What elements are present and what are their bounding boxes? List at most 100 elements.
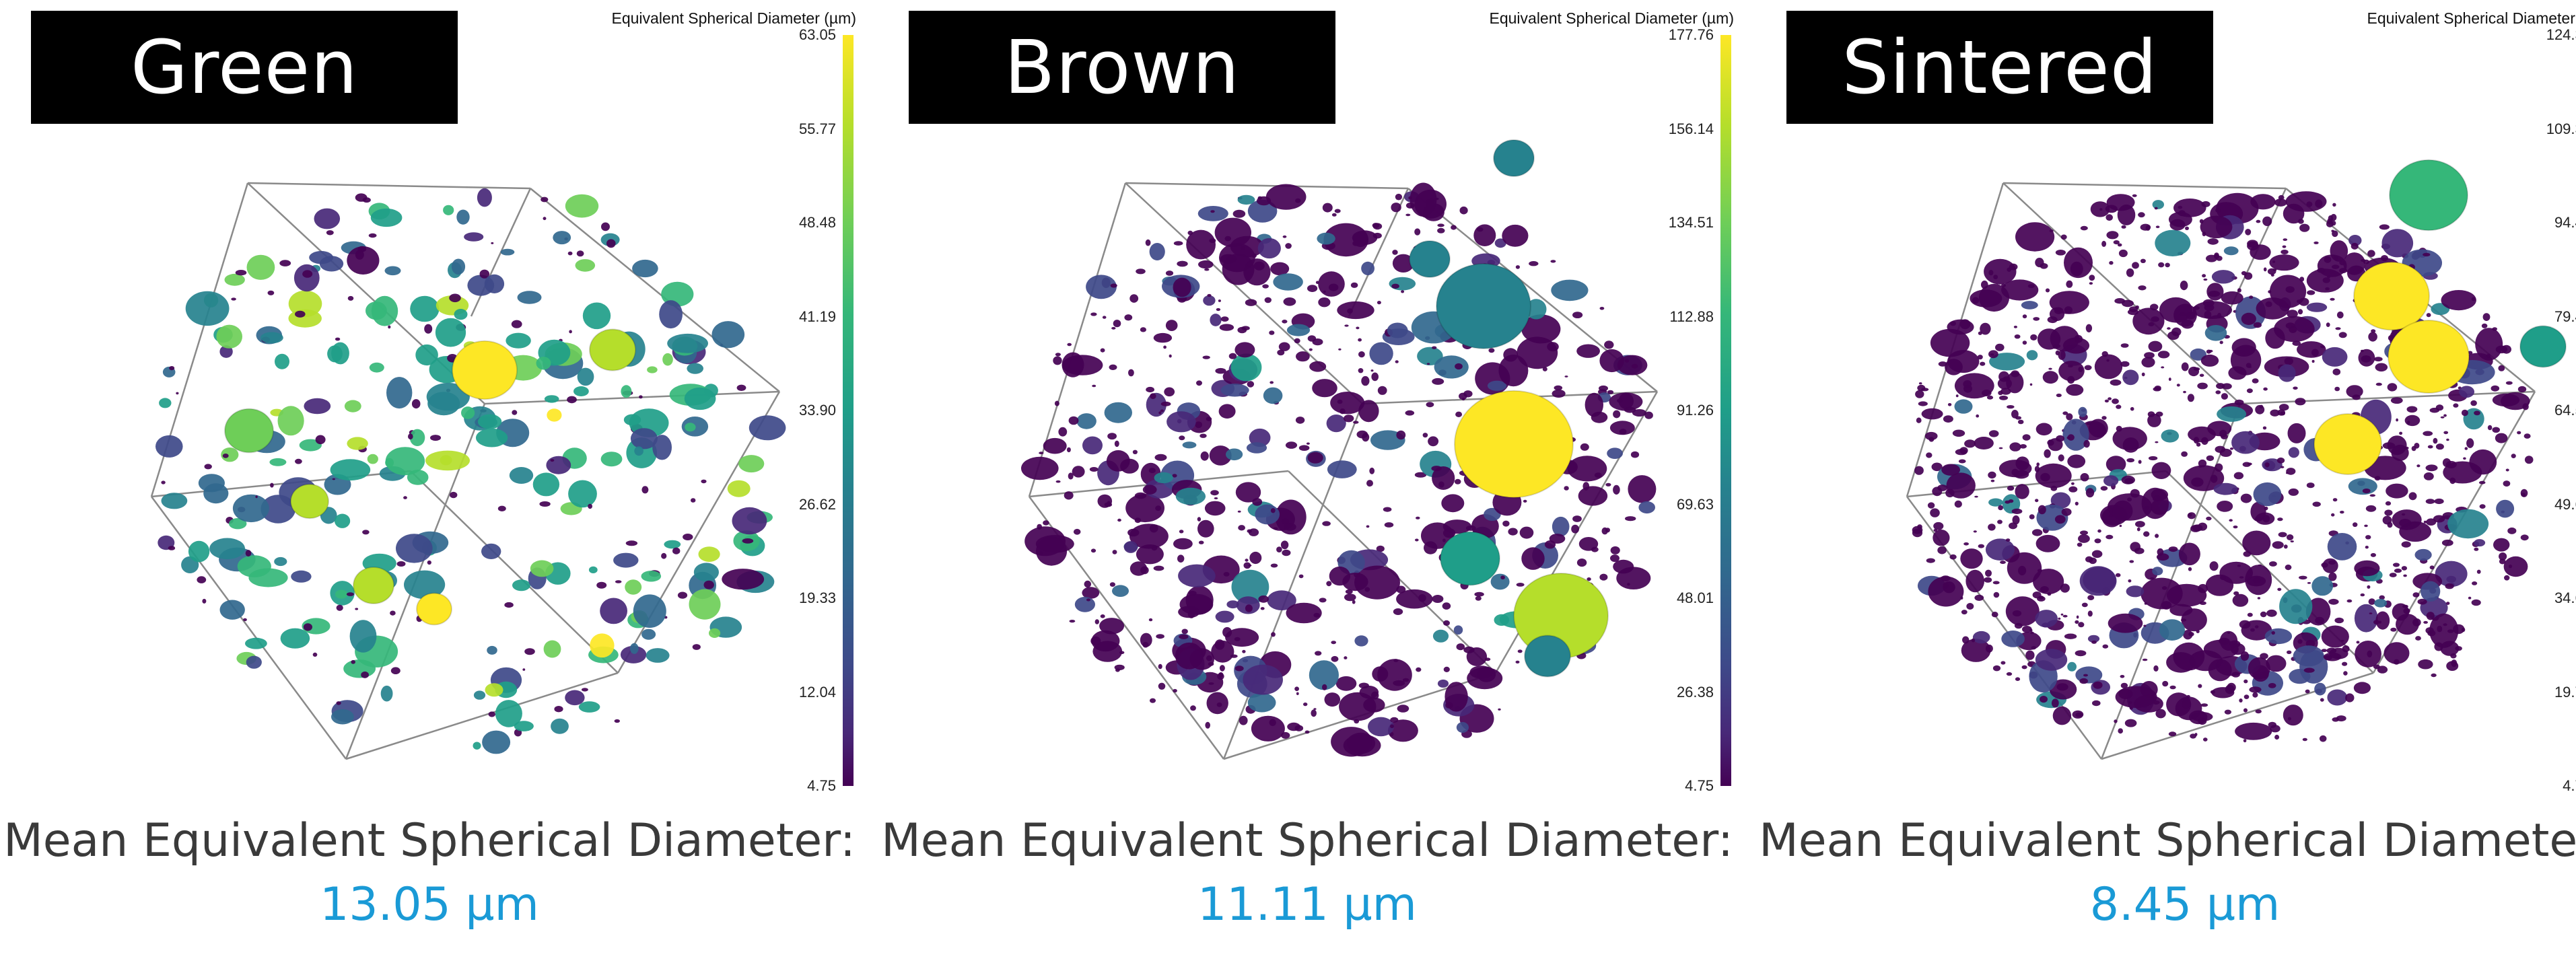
pore: [1998, 395, 2009, 400]
pore: [2476, 569, 2481, 574]
pore: [2001, 283, 2006, 287]
pore: [1148, 618, 1153, 622]
pore: [1273, 273, 1303, 291]
pore: [369, 362, 384, 373]
pore: [2404, 415, 2421, 427]
pore: [2022, 340, 2027, 345]
pore: [2495, 433, 2508, 443]
colorbar-tick: 109.38: [2546, 120, 2576, 137]
pore: [1992, 665, 2001, 672]
pore: [1988, 471, 1996, 479]
pore: [2085, 324, 2093, 332]
pore: [2286, 472, 2289, 474]
pore: [2390, 397, 2403, 404]
pore: [546, 456, 571, 474]
pore: [1456, 643, 1465, 651]
pore: [1401, 290, 1405, 293]
large-pore: [2353, 261, 2430, 331]
pore: [2491, 385, 2500, 392]
pore: [1134, 517, 1142, 524]
pore: [1529, 261, 1539, 266]
cube-edge: [247, 182, 531, 190]
pore: [1239, 715, 1248, 725]
pore: [2482, 313, 2491, 321]
pore: [1209, 445, 1232, 466]
pore: [1954, 399, 1973, 414]
pore: [2077, 542, 2083, 547]
pore: [1124, 314, 1133, 321]
large-pore: [1524, 635, 1571, 678]
pore: [2206, 283, 2224, 301]
pore: [1988, 524, 1996, 531]
pore: [2089, 419, 2108, 438]
pore: [2441, 290, 2476, 311]
pore: [1549, 534, 1566, 544]
pore: [1521, 314, 1561, 344]
pore: [1578, 537, 1599, 551]
pore: [1140, 327, 1146, 332]
pore: [565, 194, 599, 218]
pore: [1228, 353, 1237, 359]
pore: [2332, 717, 2340, 722]
pore: [1443, 666, 1450, 673]
pore: [1989, 353, 2025, 371]
pore: [1432, 629, 1449, 643]
pore: [2147, 411, 2155, 417]
pore: [1624, 359, 1630, 363]
pore: [2148, 340, 2163, 352]
pore: [384, 266, 401, 276]
pore: [2061, 508, 2072, 516]
pore: [2100, 486, 2108, 491]
pore: [2415, 636, 2421, 641]
pore: [500, 248, 515, 256]
pore: [1604, 340, 1614, 349]
pore: [2056, 683, 2068, 691]
pore: [1160, 401, 1171, 406]
pore: [1158, 411, 1162, 415]
pore: [581, 688, 588, 692]
pore: [2140, 223, 2151, 231]
pore: [2066, 280, 2073, 288]
pore: [1984, 258, 2017, 285]
pore: [1599, 385, 1608, 392]
pore: [1294, 686, 1299, 691]
pore: [344, 400, 361, 412]
pore: [2348, 478, 2377, 495]
pore: [243, 618, 247, 622]
pore: [1224, 236, 1231, 242]
pore: [2493, 538, 2510, 552]
pore: [1350, 282, 1358, 288]
pore: [2373, 357, 2383, 362]
pore: [2369, 612, 2373, 614]
colorbar: [1720, 35, 1731, 786]
pore: [698, 546, 720, 562]
pore: [2148, 322, 2155, 326]
pore: [1424, 215, 1427, 218]
pore: [2524, 456, 2534, 464]
pore: [2373, 664, 2380, 670]
pore: [2414, 548, 2432, 561]
pore: [2040, 586, 2049, 593]
pore: [2150, 303, 2159, 311]
pore: [1353, 231, 1368, 248]
pore: [1416, 667, 1422, 672]
pore: [625, 579, 642, 595]
pore: [1387, 322, 1408, 338]
pore: [1552, 516, 1570, 537]
pore: [2330, 240, 2348, 262]
pore: [1393, 608, 1403, 615]
pore: [2297, 639, 2303, 644]
pore: [362, 530, 370, 535]
pore: [219, 345, 233, 358]
pore: [1463, 646, 1475, 653]
pore: [576, 250, 584, 257]
pore: [2342, 645, 2350, 653]
pore: [2313, 241, 2319, 244]
pore: [1222, 253, 1255, 285]
pore: [2122, 299, 2134, 308]
pore-visualization: [1906, 159, 2567, 760]
pore: [2288, 488, 2299, 496]
pore: [1222, 626, 1232, 638]
pore: [2394, 659, 2400, 665]
pore: [2287, 423, 2306, 443]
